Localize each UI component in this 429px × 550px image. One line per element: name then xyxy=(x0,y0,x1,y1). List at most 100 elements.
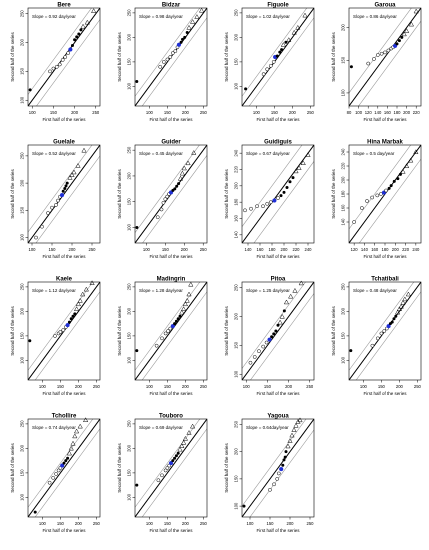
upper-bound-line xyxy=(28,145,93,233)
identity-line xyxy=(28,419,100,517)
data-point-open xyxy=(63,55,68,59)
data-point-triangle xyxy=(83,286,89,292)
data-point-triangle xyxy=(297,417,303,423)
data-point-triangle xyxy=(277,319,283,325)
x-tick-label: 100 xyxy=(253,110,261,115)
slope-label: Slope = 0.48 day/year xyxy=(353,288,397,293)
x-tick-label: 100 xyxy=(360,384,368,389)
slope-label: Slope = 1.28 day/year xyxy=(139,288,183,293)
data-point-triangle xyxy=(280,42,287,47)
plot-frame xyxy=(27,418,101,518)
data-point-filled xyxy=(280,48,284,52)
panel-title: Garoua xyxy=(374,3,396,9)
identity-line xyxy=(242,282,314,380)
data-point-filled xyxy=(66,456,70,460)
reference-lines xyxy=(135,419,207,517)
y-tick-label: 200 xyxy=(341,23,346,31)
upper-bound-line xyxy=(135,145,200,233)
x-tick-label: 150 xyxy=(57,384,65,389)
data-point-filled xyxy=(28,88,32,92)
y-tick-label: 200 xyxy=(341,307,346,315)
data-point-filled xyxy=(65,181,69,185)
y-tick-label: 220 xyxy=(341,162,346,170)
y-tick-label: 250 xyxy=(234,284,239,292)
y-tick-label: 100 xyxy=(20,96,25,104)
x-axis-label: First half of the series xyxy=(149,254,193,259)
x-tick-label: 240 xyxy=(412,247,420,252)
data-point-triangle xyxy=(70,440,76,446)
reference-lines xyxy=(135,282,207,380)
x-tick-label: 150 xyxy=(164,521,172,526)
plot-frame xyxy=(134,281,208,381)
slope-label: Slope = 1.02 day/year xyxy=(246,14,290,19)
x-axis-label: First half of the series xyxy=(363,117,407,122)
data-point-filled xyxy=(185,31,189,34)
x-tick-label: 200 xyxy=(403,110,411,115)
data-point-triangle xyxy=(398,303,404,309)
y-tick-label: 200 xyxy=(234,448,239,456)
y-axis-label: Second half of the series xyxy=(10,31,15,81)
data-point-open xyxy=(360,206,364,210)
data-point-filled xyxy=(64,459,68,463)
y-axis-label: Second half of the series xyxy=(224,168,229,218)
x-tick-label: 200 xyxy=(289,110,297,115)
y-tick-label: 220 xyxy=(234,165,239,173)
data-point-triangle xyxy=(180,439,187,445)
data-point-open xyxy=(56,468,61,473)
x-tick-label: 160 xyxy=(371,247,379,252)
panel-title: Bidzar xyxy=(162,3,181,9)
data-point-open xyxy=(163,331,168,336)
data-point-triangle xyxy=(91,8,97,13)
reference-lines xyxy=(28,419,100,517)
upper-bound-line xyxy=(135,282,201,371)
x-axis-label: First half of the series xyxy=(256,528,300,533)
panel-title: Figuole xyxy=(267,3,289,9)
x-tick-label: 200 xyxy=(287,521,295,526)
y-tick-label: 250 xyxy=(127,9,132,17)
lower-bound-line xyxy=(35,155,100,243)
y-tick-label: 100 xyxy=(234,502,239,510)
upper-bound-line xyxy=(242,419,307,507)
x-tick-label: 100 xyxy=(143,247,151,252)
plot-frame xyxy=(241,418,315,518)
data-point-filled xyxy=(279,194,283,198)
y-tick-label: 140 xyxy=(341,218,346,226)
panel-title: Pitoa xyxy=(271,277,286,283)
y-tick-label: 100 xyxy=(234,82,239,90)
data-point-triangle xyxy=(394,309,401,315)
x-tick-label: 80 xyxy=(347,110,352,115)
data-point-blue xyxy=(65,323,70,328)
plot-frame xyxy=(241,7,315,107)
data-point-filled xyxy=(176,451,180,455)
data-point-filled xyxy=(282,458,286,462)
data-point-open xyxy=(383,50,387,55)
data-point-triangle xyxy=(73,306,80,311)
panel-title: Hina Marbak xyxy=(367,140,403,146)
identity-line xyxy=(135,282,207,380)
data-point-open xyxy=(56,198,60,203)
lower-bound-line xyxy=(250,293,314,380)
y-tick-label: 150 xyxy=(127,58,132,66)
data-point-open xyxy=(168,55,173,59)
data-point-triangle xyxy=(295,24,301,30)
data-point-filled xyxy=(270,335,274,339)
x-tick-label: 100 xyxy=(355,110,363,115)
data-point-open xyxy=(352,220,356,224)
data-point-filled xyxy=(392,179,396,183)
y-tick-label: 200 xyxy=(127,307,132,315)
data-point-open xyxy=(51,475,56,480)
data-point-filled xyxy=(395,42,399,46)
data-point-triangle xyxy=(180,306,187,311)
data-point-triangle xyxy=(285,443,291,449)
x-tick-label: 220 xyxy=(293,247,301,252)
y-tick-label: 180 xyxy=(341,190,346,198)
x-tick-label: 200 xyxy=(71,110,79,115)
x-tick-label: 100 xyxy=(146,384,154,389)
data-point-blue xyxy=(386,324,391,329)
data-point-filled xyxy=(398,172,402,176)
panel-title: Guelale xyxy=(53,140,75,146)
upper-bound-line xyxy=(349,8,412,94)
x-tick-label: 200 xyxy=(182,110,190,115)
data-point-open xyxy=(249,206,253,211)
